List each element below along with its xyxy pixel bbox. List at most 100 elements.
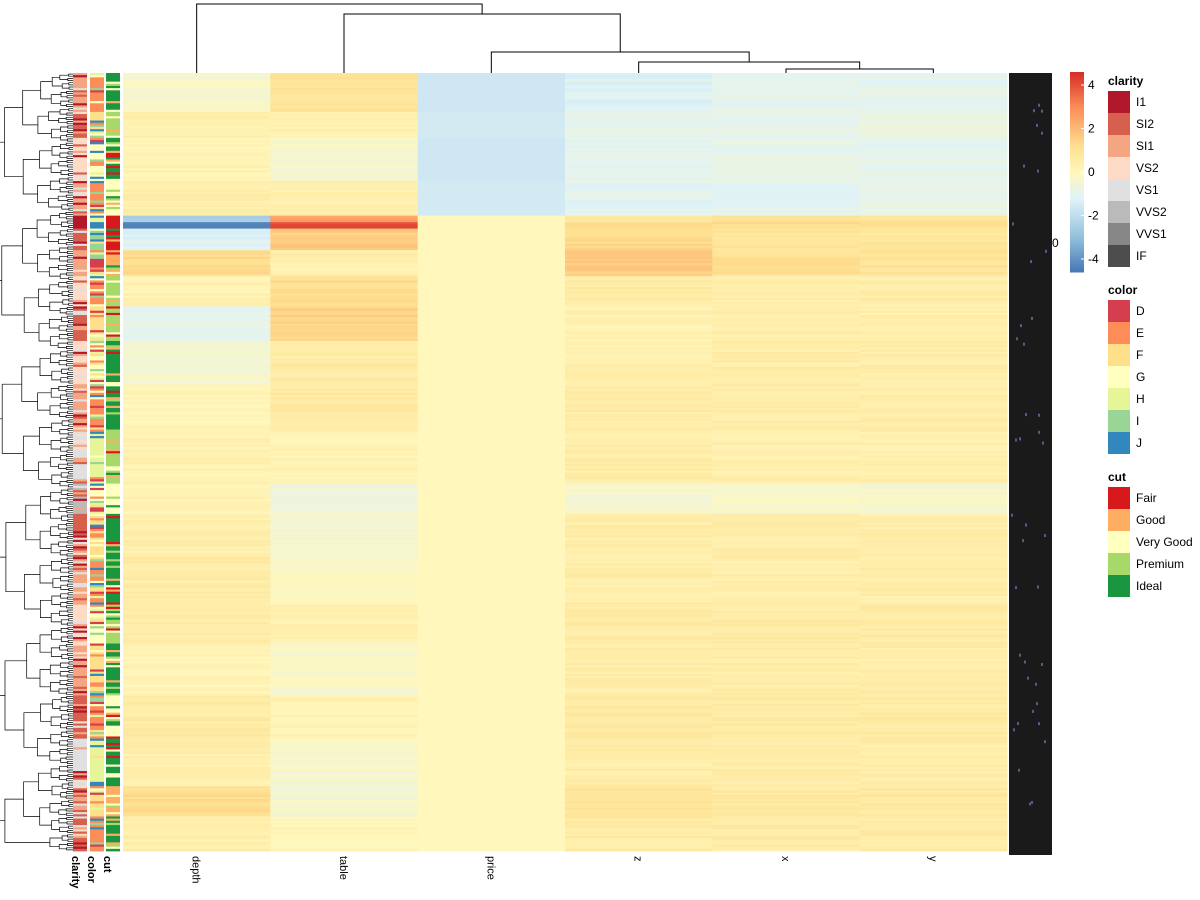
- heatmap-cell: [417, 446, 566, 450]
- cut-annotation-cell: [106, 261, 120, 264]
- clarity-annotation-cell: [73, 768, 87, 772]
- cut-annotation-cell: [106, 485, 120, 489]
- heatmap-cell: [270, 191, 419, 195]
- heatmap-cell: [270, 634, 419, 638]
- heatmap-cell: [270, 842, 419, 845]
- heatmap-cell: [417, 671, 566, 675]
- row-merge: [59, 826, 69, 832]
- heatmap-cell: [123, 127, 271, 130]
- heatmap-cell: [270, 606, 419, 610]
- heatmap-cell: [270, 760, 419, 763]
- heatmap-cell: [712, 407, 861, 411]
- heatmap-cell: [123, 788, 271, 791]
- heatmap-cell: [270, 343, 419, 346]
- cut-annotation-cell: [106, 487, 120, 491]
- heatmap-cell: [859, 686, 1008, 690]
- color-annotation-cell: [90, 513, 104, 517]
- color-annotation-cell: [90, 278, 104, 281]
- heatmap-cell: [417, 717, 566, 720]
- heatmap-cell: [859, 364, 1008, 368]
- heatmap-cell: [417, 81, 566, 85]
- clarity-annotation-cell: [73, 124, 87, 128]
- heatmap-cell: [565, 522, 713, 526]
- heatmap-cell: [123, 604, 271, 608]
- heatmap-cell: [123, 496, 271, 500]
- heatmap-cell: [123, 734, 271, 737]
- heatmap-cell: [123, 557, 271, 560]
- cut-annotation-cell: [106, 466, 120, 469]
- color-annotation-cell: [90, 254, 104, 258]
- heatmap-cell: [712, 349, 861, 353]
- heatmap-cell: [712, 771, 861, 774]
- clarity-annotation-cell: [73, 440, 87, 443]
- clarity-annotation-cell: [73, 276, 87, 279]
- heatmap-cell: [859, 736, 1008, 740]
- heatmap-cell: [859, 73, 1008, 76]
- cut-annotation-cell: [106, 736, 120, 740]
- cut-annotation-cell: [106, 779, 120, 783]
- heatmap-cell: [417, 384, 566, 387]
- heatmap-cell: [712, 833, 861, 837]
- heatmap-cell: [565, 382, 713, 385]
- row-merge: [66, 393, 73, 397]
- heatmap-cell: [417, 194, 566, 197]
- heatmap-cell: [859, 118, 1008, 121]
- color-annotation-cell: [90, 174, 104, 178]
- heatmap-cell: [859, 827, 1008, 830]
- color-annotation-cell: [90, 490, 104, 493]
- color-annotation-cell: [90, 665, 104, 668]
- color-annotation-cell: [90, 457, 104, 461]
- heatmap-cell: [859, 779, 1008, 783]
- clarity-annotation-cell: [73, 604, 87, 608]
- heatmap-cell: [123, 662, 271, 666]
- cut-annotation-cell: [106, 457, 120, 461]
- heatmap-cell: [565, 271, 713, 275]
- heatmap-cell: [859, 219, 1008, 223]
- heatmap-cell: [565, 541, 713, 545]
- clarity-annotation-cell: [73, 732, 87, 735]
- heatmap-cell: [712, 682, 861, 685]
- clarity-annotation-cell: [73, 658, 87, 662]
- heatmap-cell: [417, 215, 566, 219]
- cut-annotation-cell: [106, 673, 120, 677]
- clarity-annotation-cell: [73, 390, 87, 394]
- heatmap-cell: [565, 420, 713, 424]
- heatmap-cell: [417, 799, 566, 802]
- color-annotation-cell: [90, 496, 104, 500]
- heatmap-cell: [270, 427, 419, 430]
- heatmap-cell: [565, 196, 713, 199]
- heatmap-cell: [417, 379, 566, 383]
- heatmap-cell: [712, 693, 861, 696]
- heatmap-cell: [712, 397, 861, 400]
- heatmap-cell: [565, 660, 713, 664]
- heatmap-cell: [712, 550, 861, 554]
- heatmap-cell: [123, 226, 271, 229]
- heatmap-cell: [417, 217, 566, 221]
- heatmap-cell: [712, 129, 861, 132]
- heatmap-cell: [712, 546, 861, 549]
- heatmap-cell: [123, 442, 271, 446]
- heatmap-cell: [123, 414, 271, 418]
- heatmap-cell: [270, 446, 419, 450]
- color-annotation-cell: [90, 634, 104, 638]
- heatmap-cell: [712, 842, 861, 845]
- heatmap-cell: [123, 170, 271, 173]
- row-merge: [59, 705, 68, 711]
- heatmap-cell: [417, 353, 566, 357]
- heatmap-cell: [270, 375, 419, 379]
- cut-annotation-cell: [106, 507, 120, 510]
- heatmap-cell: [417, 90, 566, 93]
- heatmap-cell: [712, 416, 861, 420]
- heatmap-cell: [417, 317, 566, 320]
- color-annotation-cell: [90, 340, 104, 344]
- heatmap-cell: [859, 451, 1008, 454]
- clarity-annotation-cell: [73, 189, 87, 193]
- heatmap-cell: [417, 98, 566, 102]
- row-merge: [65, 505, 73, 509]
- cut-annotation-cell: [106, 198, 120, 201]
- clarity-legend-label: SI2: [1136, 117, 1154, 131]
- heatmap-cell: [565, 466, 713, 469]
- color-annotation-cell: [90, 615, 104, 618]
- heatmap-cell: [859, 131, 1008, 134]
- color-annotation-cell: [90, 790, 104, 794]
